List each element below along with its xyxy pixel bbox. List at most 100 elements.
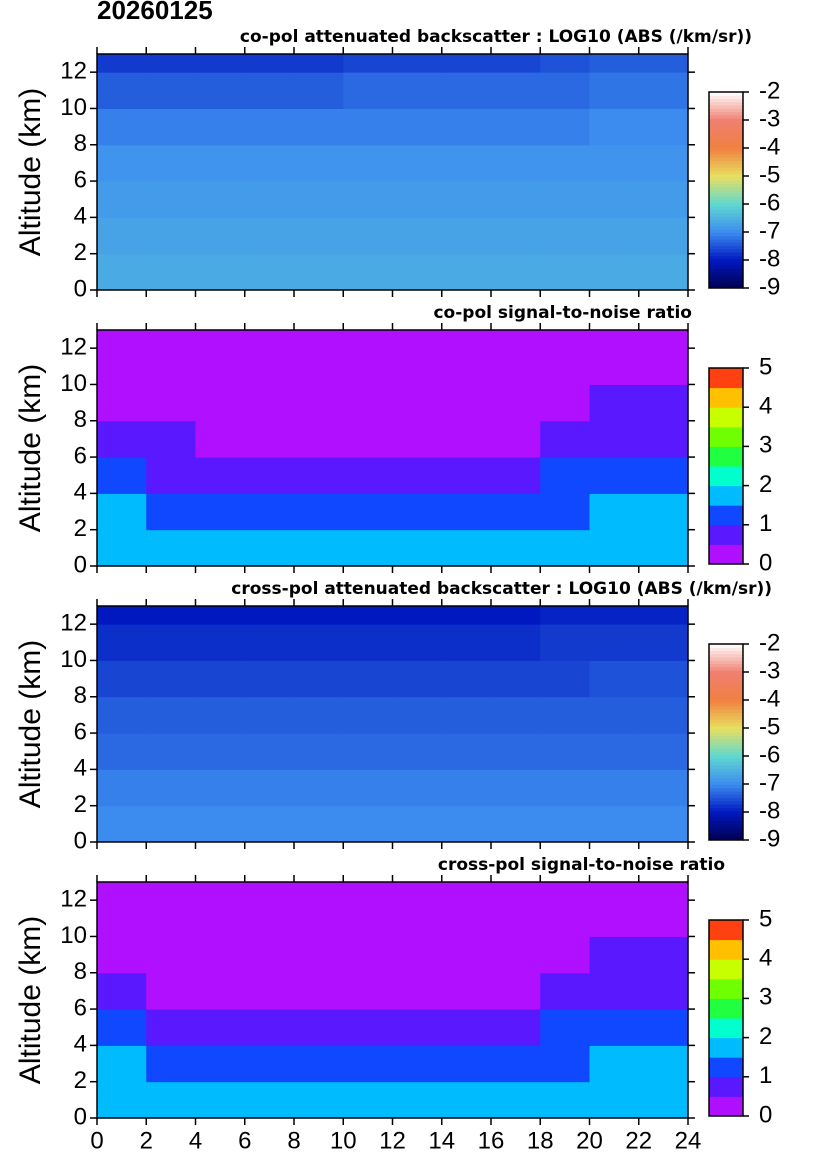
cell bbox=[97, 253, 147, 291]
colorbar-swatch bbox=[709, 265, 743, 269]
colorbar-swatch bbox=[709, 702, 743, 707]
colorbar-swatch bbox=[709, 794, 743, 799]
cell bbox=[441, 624, 492, 661]
colorbar-swatch bbox=[709, 147, 743, 152]
cell bbox=[491, 420, 541, 458]
cell bbox=[392, 769, 443, 807]
colorbar-swatch bbox=[709, 154, 743, 158]
y-tick-label: 12 bbox=[60, 57, 87, 84]
colorbar-tick-label: -4 bbox=[759, 133, 780, 160]
cell bbox=[294, 72, 344, 109]
cell bbox=[343, 493, 393, 531]
colorbar-swatch bbox=[709, 1018, 743, 1039]
colorbar-swatch bbox=[709, 823, 743, 828]
y-tick-label: 6 bbox=[74, 994, 87, 1021]
colorbar-swatch bbox=[709, 144, 743, 149]
cell bbox=[638, 1009, 689, 1046]
colorbar-swatch bbox=[709, 485, 743, 506]
cell bbox=[540, 54, 590, 73]
colorbar-swatch bbox=[709, 673, 743, 678]
cell bbox=[294, 493, 344, 531]
cell bbox=[491, 805, 541, 843]
cell bbox=[392, 624, 443, 661]
cell bbox=[589, 330, 640, 349]
cell bbox=[146, 529, 196, 567]
cell bbox=[589, 660, 640, 698]
cell bbox=[540, 936, 590, 974]
cell bbox=[638, 384, 689, 422]
cell bbox=[540, 900, 590, 937]
colorbar-swatch bbox=[709, 719, 743, 723]
x-tick-label: 24 bbox=[675, 1127, 702, 1154]
colorbar-swatch bbox=[709, 141, 743, 145]
cell bbox=[638, 330, 689, 349]
cell bbox=[441, 420, 492, 458]
colorbar-swatch bbox=[709, 111, 743, 116]
cell bbox=[343, 972, 393, 1010]
colorbar-tick-label: 0 bbox=[759, 549, 772, 576]
colorbar-swatch bbox=[709, 676, 743, 681]
cell bbox=[392, 606, 443, 625]
colorbar-swatch bbox=[709, 706, 743, 710]
cell bbox=[294, 606, 344, 625]
cell bbox=[343, 882, 393, 901]
cell bbox=[638, 420, 689, 458]
cell bbox=[294, 624, 344, 661]
cell bbox=[244, 624, 295, 661]
x-tick-label: 22 bbox=[625, 1127, 652, 1154]
cell bbox=[441, 108, 492, 146]
colorbar-swatch bbox=[709, 387, 743, 408]
colorbar-swatch bbox=[709, 742, 743, 746]
cell bbox=[638, 217, 689, 255]
cell bbox=[343, 1045, 393, 1083]
colorbar-swatch bbox=[709, 239, 743, 243]
cell bbox=[195, 805, 246, 843]
cell bbox=[540, 1009, 590, 1046]
x-tick-label: 12 bbox=[379, 1127, 406, 1154]
figure-title: 20260125 bbox=[97, 0, 213, 25]
cell bbox=[343, 529, 393, 567]
cell bbox=[589, 900, 640, 937]
cell bbox=[195, 348, 246, 385]
cell bbox=[441, 769, 492, 807]
colorbar-swatch bbox=[709, 686, 743, 691]
x-tick-label: 8 bbox=[287, 1127, 300, 1154]
cell bbox=[97, 660, 147, 698]
colorbar-swatch bbox=[709, 225, 743, 230]
colorbar-tick-label: -6 bbox=[759, 189, 780, 216]
cell bbox=[343, 253, 393, 291]
colorbar-swatch bbox=[709, 176, 743, 181]
colorbar-swatch bbox=[709, 807, 743, 812]
cell bbox=[638, 733, 689, 770]
heatmap bbox=[97, 330, 689, 567]
colorbar-swatch bbox=[709, 446, 743, 467]
cell bbox=[294, 900, 344, 937]
colorbar-swatch bbox=[709, 657, 743, 661]
colorbar-swatch bbox=[709, 797, 743, 802]
cell bbox=[441, 384, 492, 422]
cell bbox=[392, 1045, 443, 1083]
y-tick-label: 2 bbox=[74, 239, 87, 266]
cell bbox=[294, 1045, 344, 1083]
cell bbox=[343, 1009, 393, 1046]
colorbar-swatch bbox=[709, 774, 743, 779]
cell bbox=[195, 624, 246, 661]
cell bbox=[146, 330, 196, 349]
colorbar-tick-label: 4 bbox=[759, 945, 772, 972]
colorbar-swatch bbox=[709, 735, 743, 740]
cell bbox=[540, 972, 590, 1010]
cell bbox=[195, 217, 246, 255]
cell bbox=[195, 54, 246, 73]
colorbar-swatch bbox=[709, 271, 743, 276]
cell bbox=[195, 972, 246, 1010]
colorbar-swatch bbox=[709, 95, 743, 100]
cell bbox=[294, 660, 344, 698]
cell bbox=[589, 217, 640, 255]
colorbar-swatch bbox=[709, 644, 743, 648]
cell bbox=[195, 769, 246, 807]
cell bbox=[392, 660, 443, 698]
cell bbox=[540, 1081, 590, 1119]
cell bbox=[638, 144, 689, 182]
cell bbox=[441, 493, 492, 531]
cell bbox=[343, 181, 393, 218]
